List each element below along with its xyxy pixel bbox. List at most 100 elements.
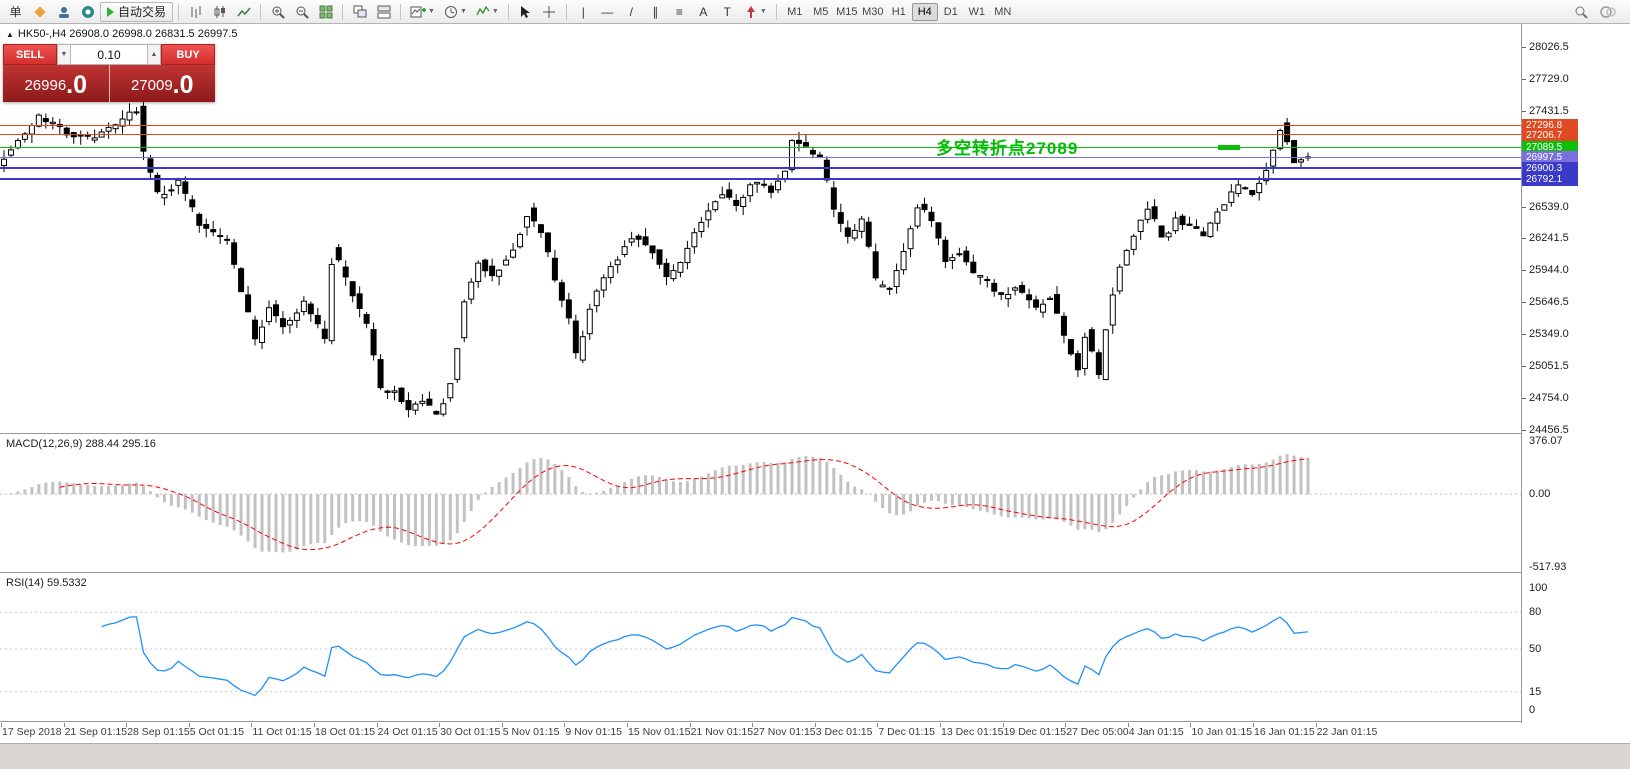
macd-axis-label: 0.00 — [1529, 488, 1551, 501]
timeframe-button-D1[interactable]: D1 — [943, 5, 958, 18]
time-tick — [376, 723, 378, 727]
time-axis[interactable]: 17 Sep 2018 21 Sep 01:15 28 Sep 01:15 5 Oct… — [0, 723, 1630, 743]
timeframe-button-H1[interactable]: H1 — [891, 5, 906, 18]
rsi-panel[interactable]: RSI(14) 59.5332 — [0, 574, 1521, 722]
timeframe-button-M1[interactable]: M1 — [787, 5, 803, 18]
timeframe-group: M1 M5 M15 M30 H1 H4 D1 W1 MN — [782, 2, 1016, 21]
axis-tick — [1522, 302, 1526, 304]
price-tag-26792.1: 26792.1 — [1522, 173, 1578, 187]
time-axis-label: 18 Oct 01:15 — [315, 726, 376, 738]
fibonacci-tool[interactable]: ≡ — [675, 4, 683, 19]
time-axis-label: 17 Sep 2018 — [2, 726, 62, 738]
arrows-tool[interactable]: ▼ — [740, 2, 771, 22]
time-tick — [1, 723, 2, 727]
time-tick — [877, 723, 879, 727]
arrange-windows-icon[interactable] — [372, 2, 395, 22]
time-tick — [314, 723, 315, 727]
candlestick-chart-icon[interactable] — [208, 2, 231, 22]
horizontal-level-line-27089.5[interactable] — [0, 146, 1521, 148]
time-tick — [689, 723, 691, 727]
price-axis-label: 26241.5 — [1529, 232, 1569, 245]
bar-chart-icon[interactable] — [184, 2, 207, 22]
main-toolbar: 单 自动交易 ▼ ▼ ▼ | — / ∥ ≡ A T ▼ M1 M5 M15 M30 H… — [0, 0, 1630, 24]
horizontal-level-line-27206.7[interactable] — [0, 134, 1521, 136]
sell-price-display[interactable]: 26996.0 — [3, 65, 109, 102]
time-tick — [1315, 723, 1317, 727]
tile-windows-icon[interactable] — [314, 2, 337, 22]
axis-tick — [1522, 366, 1526, 368]
vertical-line-tool[interactable]: | — [581, 4, 585, 19]
buy-price-display[interactable]: 27009.0 — [108, 65, 215, 102]
candles-plot — [1, 99, 1312, 418]
horizontal-level-line-26997.5[interactable] — [0, 156, 1521, 158]
cursor-tool-icon[interactable] — [514, 2, 537, 22]
price-axis-label: 26539.0 — [1529, 200, 1569, 213]
time-axis-label: 5 Nov 01:15 — [502, 726, 560, 738]
terminal-icon[interactable] — [76, 2, 99, 22]
sell-button[interactable]: SELL — [3, 44, 57, 65]
new-order-button[interactable]: 单 — [9, 5, 22, 19]
rsi-axis-label: 80 — [1529, 606, 1542, 619]
trendline-tool[interactable]: / — [629, 4, 633, 19]
timeframe-button-W1[interactable]: W1 — [968, 5, 986, 18]
axis-tick — [1522, 430, 1526, 432]
separator — [565, 3, 567, 20]
buy-button[interactable]: BUY — [161, 44, 215, 65]
indicators-icon[interactable]: ▼ — [472, 2, 503, 22]
navigator-icon[interactable] — [52, 2, 75, 22]
chart-annotation-text: 多空转折点27089 — [936, 139, 1079, 158]
macd-label: MACD(12,26,9) 288.44 295.16 — [6, 438, 156, 450]
timeframe-button-M30[interactable]: M30 — [862, 5, 884, 18]
macd-axis-label: 376.07 — [1529, 435, 1563, 448]
time-tick — [188, 723, 190, 727]
symbol-ohlc-text: HK50-,H4 26908.0 26998.0 26831.5 26997.5 — [17, 28, 238, 40]
timeframe-button-M5[interactable]: M5 — [813, 5, 829, 18]
market-watch-icon[interactable] — [28, 2, 51, 22]
macd-panel[interactable]: MACD(12,26,9) 288.44 295.16 — [0, 435, 1521, 573]
main-chart[interactable]: ▲ HK50-,H4 26908.0 26998.0 26831.5 26997… — [0, 24, 1521, 434]
green-level-marker[interactable] — [1218, 144, 1240, 150]
time-axis-label: 5 Oct 01:15 — [189, 726, 245, 738]
text-tool[interactable]: A — [699, 4, 708, 19]
horizontal-level-line-26900.3[interactable] — [0, 166, 1521, 169]
collapse-trade-panel-icon[interactable]: ▲ — [6, 29, 14, 39]
lot-spin-down[interactable]: ▼ — [57, 44, 71, 65]
separator — [342, 3, 344, 20]
horizontal-level-line-27296.8[interactable] — [0, 124, 1521, 126]
community-icon[interactable] — [1596, 2, 1620, 22]
timeframe-button-MN[interactable]: MN — [994, 5, 1012, 18]
time-axis-label: 4 Jan 01:15 — [1128, 726, 1184, 738]
axis-tick — [1522, 46, 1526, 48]
zoom-out-icon[interactable] — [290, 2, 313, 22]
zoom-in-icon[interactable] — [266, 2, 289, 22]
timeframe-button-H4[interactable]: H4 — [911, 2, 938, 21]
cascade-windows-icon[interactable] — [348, 2, 371, 22]
search-icon[interactable] — [1569, 2, 1592, 22]
chevron-down-icon: ▼ — [491, 8, 499, 15]
time-tick — [1253, 723, 1254, 727]
axis-tick — [1522, 78, 1526, 80]
autotrading-button[interactable]: 自动交易 — [100, 1, 174, 22]
horizontal-line-tool[interactable]: — — [601, 4, 614, 19]
time-tick — [1127, 723, 1129, 727]
price-tag-26900.3: 26900.3 — [1522, 161, 1578, 175]
time-tick — [564, 723, 566, 727]
lot-size-input[interactable]: 0.10 — [71, 44, 147, 65]
crosshair-tool-icon[interactable] — [538, 2, 561, 22]
price-axis[interactable]: 27296.8 27206.7 27089.5 26997.5 26900.3 26792… — [1521, 24, 1630, 723]
periods-icon[interactable]: ▼ — [440, 2, 471, 22]
lot-spin-up[interactable]: ▲ — [147, 44, 161, 65]
time-axis-label: 15 Nov 01:15 — [628, 726, 691, 738]
rsi-label: RSI(14) 59.5332 — [6, 577, 87, 589]
rsi-axis-label: 15 — [1529, 685, 1542, 698]
horizontal-level-line-26792.1[interactable] — [0, 178, 1521, 181]
price-axis-label: 25944.0 — [1529, 264, 1569, 277]
time-tick — [814, 723, 816, 727]
price-axis-label: 25051.5 — [1529, 360, 1569, 373]
new-chart-icon[interactable]: ▼ — [406, 2, 439, 22]
label-tool[interactable]: T — [723, 4, 731, 19]
play-icon — [107, 6, 114, 17]
timeframe-button-M15[interactable]: M15 — [836, 5, 858, 18]
line-chart-icon[interactable] — [232, 2, 255, 22]
channel-tool[interactable]: ∥ — [652, 4, 659, 19]
